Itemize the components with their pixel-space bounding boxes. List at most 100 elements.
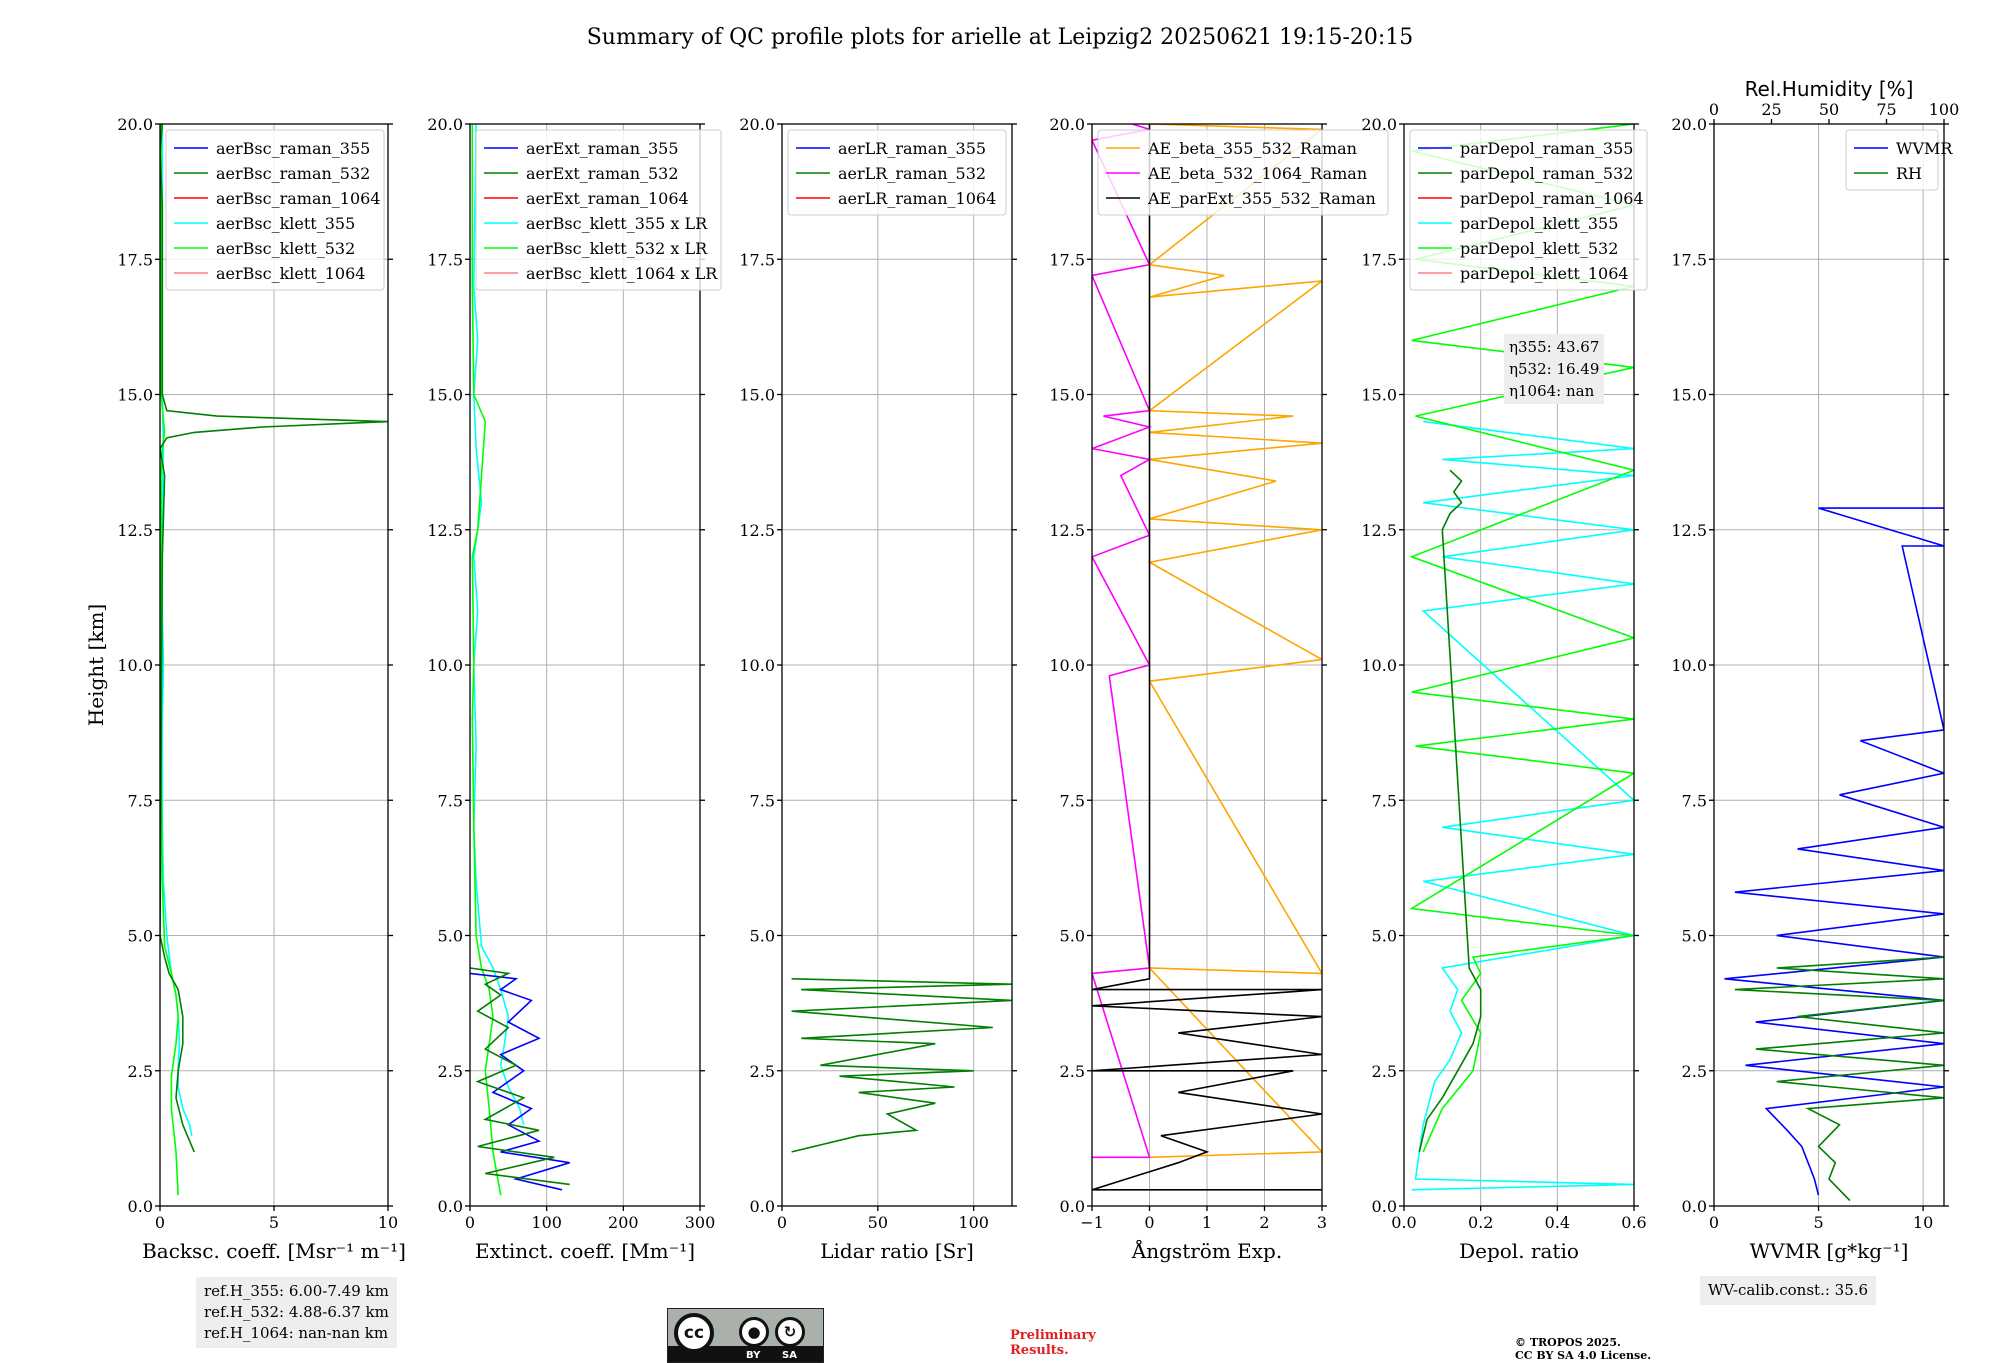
legend-label: aerExt_raman_355 bbox=[526, 139, 679, 158]
xtick-label: 0 bbox=[777, 1213, 787, 1232]
ref-height-355: ref.H_355: 6.00-7.49 km bbox=[204, 1282, 389, 1300]
ytick-label: 2.5 bbox=[750, 1062, 775, 1081]
ref-height-1064: ref.H_1064: nan-nan km bbox=[204, 1324, 389, 1342]
legend-label: aerLR_raman_1064 bbox=[838, 189, 996, 208]
panel-p2: 0.0 2.5 5.0 7.5 10.0 12.5 15.0 17.5 20.0 0 100 200 3… bbox=[427, 115, 722, 1263]
figure-title: Summary of QC profile plots for arielle … bbox=[587, 25, 1414, 50]
xtick-label: 0.6 bbox=[1621, 1213, 1646, 1232]
ytick-label: 7.5 bbox=[128, 791, 153, 810]
ytick-label: 20.0 bbox=[1049, 115, 1085, 134]
series-line-aerLR_raman_532 bbox=[791, 978, 1012, 1153]
xtick-label: 10 bbox=[1913, 1213, 1933, 1232]
copyright-line-2: CC BY SA 4.0 License. bbox=[1515, 1349, 1652, 1362]
x-axis-label: Ångström Exp. bbox=[1131, 1238, 1282, 1263]
x-axis-label: Lidar ratio [Sr] bbox=[820, 1239, 974, 1263]
ytick-label: 17.5 bbox=[1361, 250, 1397, 269]
eta-annotation: η355: 43.67 bbox=[1509, 338, 1599, 356]
legend-box bbox=[1845, 129, 1939, 191]
series-line-AE_parExt_355_532_Raman bbox=[1092, 124, 1322, 1191]
ytick-label: 12.5 bbox=[1671, 521, 1707, 540]
xtick-label: 0 bbox=[1144, 1213, 1154, 1232]
series-line-aerExt_raman_532 bbox=[470, 967, 570, 1186]
ref-height-box: ref.H_355: 6.00-7.49 km ref.H_532: 4.88-… bbox=[196, 1277, 397, 1348]
ytick-label: 12.5 bbox=[1361, 521, 1397, 540]
copyright-line-1: © TROPOS 2025. bbox=[1515, 1336, 1621, 1349]
ytick-label: 15.0 bbox=[117, 386, 153, 405]
ytick-label: 7.5 bbox=[750, 791, 775, 810]
ytick-label: 7.5 bbox=[1682, 791, 1707, 810]
legend-label: AE_parExt_355_532_Raman bbox=[1147, 189, 1376, 208]
top-xtick-label: 50 bbox=[1819, 100, 1839, 119]
legend-label: RH bbox=[1896, 164, 1922, 183]
series-line-parDepol_klett_355 bbox=[1411, 420, 1634, 1191]
ytick-label: 12.5 bbox=[739, 521, 775, 540]
xtick-label: 0.2 bbox=[1468, 1213, 1493, 1232]
x-axis-label: WVMR [g*kg⁻¹] bbox=[1750, 1239, 1909, 1263]
ytick-label: 17.5 bbox=[1049, 250, 1085, 269]
ytick-label: 2.5 bbox=[1682, 1062, 1707, 1081]
legend-label: aerBsc_klett_355 x LR bbox=[526, 214, 708, 233]
wv-calib-box: WV-calib.const.: 35.6 bbox=[1700, 1276, 1877, 1305]
y-axis-label: Height [km] bbox=[84, 604, 108, 726]
ytick-label: 15.0 bbox=[1361, 386, 1397, 405]
ytick-label: 10.0 bbox=[1049, 656, 1085, 675]
xtick-label: 0 bbox=[1709, 1213, 1719, 1232]
preliminary-line-1: Preliminary bbox=[1010, 1328, 1096, 1343]
legend-label: aerBsc_klett_532 bbox=[216, 239, 355, 258]
xtick-label: 100 bbox=[531, 1213, 562, 1232]
series-line-AE_beta_355_532_Raman bbox=[1147, 124, 1322, 1159]
legend-label: aerBsc_klett_1064 x LR bbox=[526, 264, 718, 283]
legend-label: aerExt_raman_532 bbox=[526, 164, 679, 183]
ytick-label: 20.0 bbox=[427, 115, 463, 134]
legend-label: aerBsc_raman_532 bbox=[216, 164, 370, 183]
legend-label: AE_beta_355_532_Raman bbox=[1147, 139, 1357, 158]
eta-box bbox=[1504, 334, 1604, 404]
ytick-label: 2.5 bbox=[128, 1062, 153, 1081]
x-axis-label: Extinct. coeff. [Mm⁻¹] bbox=[475, 1239, 695, 1263]
ytick-label: 20.0 bbox=[117, 115, 153, 134]
series-group bbox=[1724, 507, 1944, 1202]
xtick-label: 300 bbox=[685, 1213, 716, 1232]
cc-by-icon: ● bbox=[739, 1317, 769, 1347]
xtick-label: 5 bbox=[1813, 1213, 1823, 1232]
ytick-label: 0.0 bbox=[750, 1197, 775, 1216]
panel-p1: 0.0 2.5 5.0 7.5 10.0 12.5 15.0 17.5 20.0 0 5 10 Back… bbox=[117, 115, 406, 1263]
ytick-label: 5.0 bbox=[1060, 927, 1085, 946]
eta-annotation: η1064: nan bbox=[1509, 382, 1595, 400]
ytick-label: 2.5 bbox=[1060, 1062, 1085, 1081]
wv-calib-const: WV-calib.const.: 35.6 bbox=[1708, 1281, 1869, 1299]
ytick-label: 0.0 bbox=[1372, 1197, 1397, 1216]
ytick-label: 17.5 bbox=[1671, 250, 1707, 269]
top-xtick-label: 25 bbox=[1761, 100, 1781, 119]
legend-label: aerLR_raman_532 bbox=[838, 164, 986, 183]
ytick-label: 15.0 bbox=[1049, 386, 1085, 405]
ytick-label: 12.5 bbox=[117, 521, 153, 540]
ytick-label: 17.5 bbox=[427, 250, 463, 269]
xtick-label: 200 bbox=[608, 1213, 639, 1232]
legend-box bbox=[1409, 129, 1648, 291]
xtick-label: 50 bbox=[868, 1213, 888, 1232]
legend-label: WVMR bbox=[1896, 139, 1953, 158]
xtick-label: 5 bbox=[269, 1213, 279, 1232]
series-group bbox=[470, 124, 570, 1196]
legend-label: parDepol_klett_532 bbox=[1460, 239, 1618, 258]
series-line-parDepol_raman_532 bbox=[1418, 469, 1482, 1153]
eta-annotation: η532: 16.49 bbox=[1509, 360, 1599, 378]
panel-p4: 0.0 2.5 5.0 7.5 10.0 12.5 15.0 17.5 20.0 −1 0 1 2 3 Ån… bbox=[1049, 115, 1389, 1263]
ytick-label: 0.0 bbox=[1060, 1197, 1085, 1216]
ytick-label: 0.0 bbox=[438, 1197, 463, 1216]
top-xtick-label: 0 bbox=[1709, 100, 1719, 119]
preliminary-line-2: Results. bbox=[1010, 1343, 1069, 1358]
ytick-label: 5.0 bbox=[438, 927, 463, 946]
ytick-label: 0.0 bbox=[128, 1197, 153, 1216]
ytick-label: 17.5 bbox=[739, 250, 775, 269]
series-line-aerBsc_klett_532 bbox=[160, 124, 180, 1196]
ytick-label: 7.5 bbox=[1372, 791, 1397, 810]
legend-label: parDepol_raman_532 bbox=[1460, 164, 1633, 183]
xtick-label: 0 bbox=[155, 1213, 165, 1232]
legend-label: AE_beta_532_1064_Raman bbox=[1147, 164, 1367, 183]
legend-label: aerBsc_klett_532 x LR bbox=[526, 239, 708, 258]
ytick-label: 20.0 bbox=[1361, 115, 1397, 134]
ytick-label: 12.5 bbox=[1049, 521, 1085, 540]
